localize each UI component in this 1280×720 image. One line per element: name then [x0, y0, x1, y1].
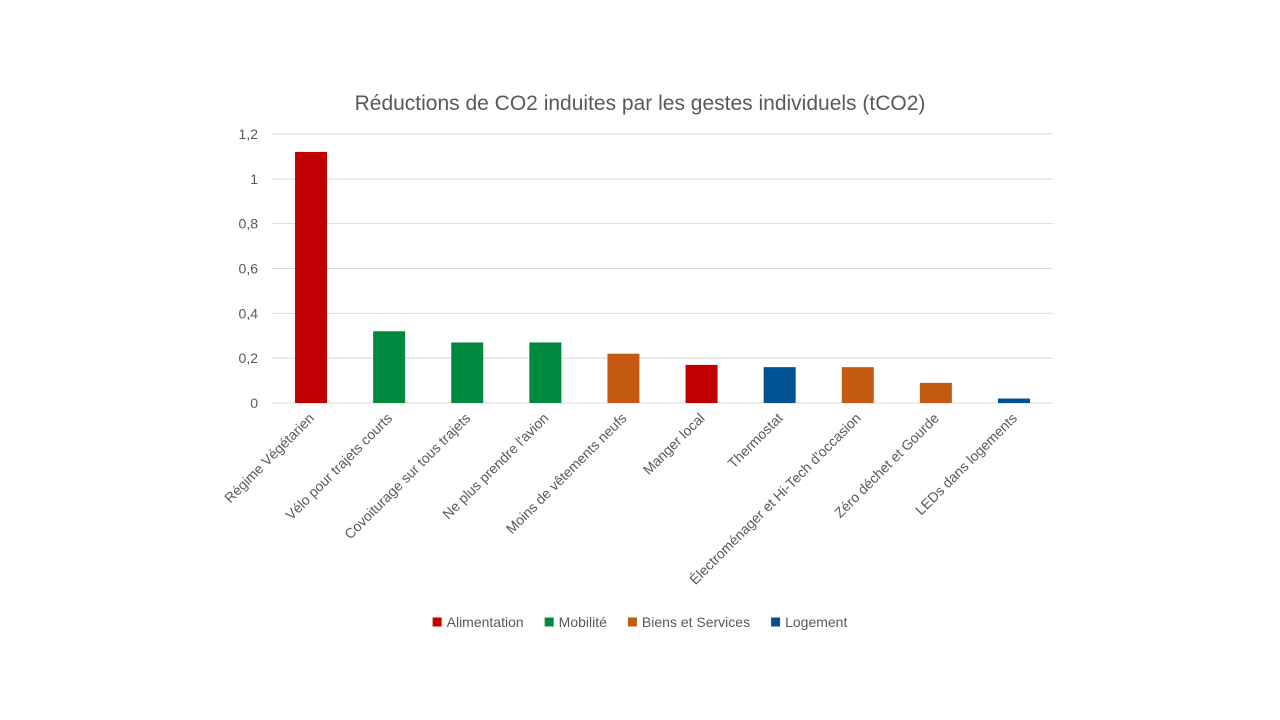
x-tick-label: Thermostat [724, 410, 785, 471]
bar-10 [997, 398, 1030, 403]
legend-label: Biens et Services [642, 614, 750, 630]
legend-swatch [627, 617, 637, 627]
y-tick-label: 0,8 [239, 216, 259, 232]
bar-3 [451, 342, 484, 403]
bar-7 [763, 367, 796, 403]
y-tick-label: 1,2 [239, 126, 259, 142]
bar-8 [841, 367, 874, 403]
bar-4 [529, 342, 562, 403]
y-tick-label: 1 [250, 171, 258, 187]
legend-label: Alimentation [447, 614, 524, 630]
legend-label: Mobilité [559, 614, 607, 630]
bar-2 [373, 331, 406, 403]
x-tick-label: Électroménager et Hi-Tech d'occasion [686, 410, 864, 588]
legend-swatch [771, 617, 781, 627]
bar-1 [295, 151, 328, 403]
bars [295, 151, 1030, 403]
legend: Alimentation Mobilité Biens et Services Log… [432, 614, 847, 630]
y-tick-label: 0,4 [239, 305, 259, 321]
y-tick-label: 0,6 [239, 261, 259, 277]
bar-5 [607, 353, 640, 403]
legend-swatch [432, 617, 442, 627]
y-tick-label: 0 [250, 395, 258, 411]
legend-swatch [544, 617, 554, 627]
y-axis-ticks: 0 0,2 0,4 0,6 0,8 1 1,2 [239, 126, 259, 411]
y-tick-label: 0,2 [239, 350, 259, 366]
chart-title: Réductions de CO2 induites par les geste… [355, 92, 926, 115]
bar-6 [685, 364, 718, 403]
x-tick-label: Manger local [640, 410, 708, 478]
legend-label: Logement [785, 614, 847, 630]
x-tick-label: Covoiturage sur tous trajets [341, 410, 473, 542]
bar-9 [919, 382, 952, 403]
